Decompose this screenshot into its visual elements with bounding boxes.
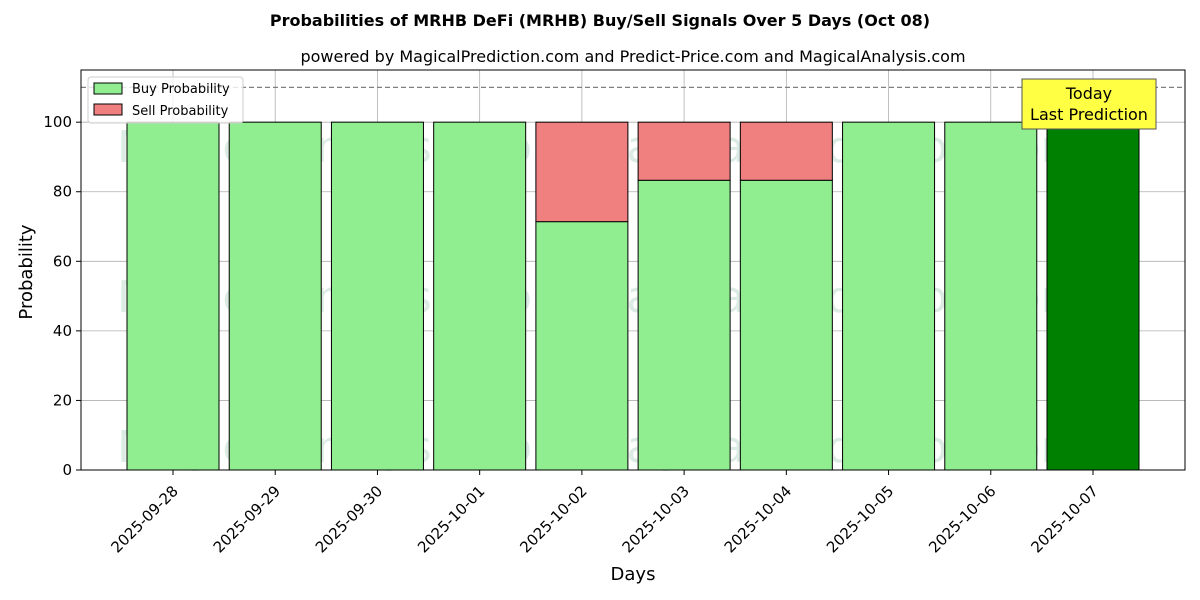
bar-sell bbox=[739, 121, 833, 181]
y-tick-label: 60 bbox=[53, 252, 72, 270]
bar-buy bbox=[842, 121, 936, 471]
x-tick-label: 2025-10-07 bbox=[1027, 482, 1101, 556]
chart-subtitle: powered by MagicalPrediction.com and Pre… bbox=[300, 47, 965, 66]
y-tick-label: 0 bbox=[62, 461, 72, 479]
x-tick-label: 2025-10-01 bbox=[414, 482, 488, 556]
bar-buy bbox=[535, 221, 629, 471]
x-tick-label: 2025-10-03 bbox=[619, 482, 693, 556]
x-tick-label: 2025-09-30 bbox=[312, 482, 386, 556]
x-tick-label: 2025-10-02 bbox=[516, 482, 590, 556]
legend-label-sell: Sell Probability bbox=[132, 104, 229, 119]
x-tick-label: 2025-10-04 bbox=[721, 482, 795, 556]
y-tick-label: 40 bbox=[53, 322, 72, 340]
bar-buy bbox=[228, 121, 322, 471]
plot-frame bbox=[80, 69, 1186, 471]
bar-buy bbox=[739, 179, 833, 471]
bar-buy bbox=[1046, 121, 1140, 471]
x-tick-label: 2025-09-28 bbox=[107, 482, 181, 556]
bar-sell bbox=[535, 121, 629, 223]
bars bbox=[126, 121, 1140, 471]
x-tick-label: 2025-10-06 bbox=[925, 482, 999, 556]
bar-buy bbox=[637, 179, 731, 471]
legend-swatch-buy bbox=[93, 82, 123, 95]
y-tick-label: 20 bbox=[53, 391, 72, 409]
bar-sell bbox=[637, 121, 731, 181]
legend-box bbox=[87, 76, 244, 124]
x-tick-label: 2025-09-29 bbox=[210, 482, 284, 556]
y-axis-label: Probability bbox=[16, 224, 37, 319]
legend-swatch-sell bbox=[93, 103, 123, 116]
today-annotation-box bbox=[1021, 78, 1157, 130]
bar-buy bbox=[330, 121, 424, 471]
bar-buy bbox=[126, 121, 220, 471]
last-prediction-label: Last Prediction bbox=[1030, 105, 1148, 124]
y-tick-label: 80 bbox=[53, 183, 72, 201]
today-annotation: Today Last Prediction bbox=[1021, 78, 1157, 130]
x-axis-label: Days bbox=[611, 564, 656, 585]
legend-label-buy: Buy Probability bbox=[132, 82, 230, 97]
legend: Buy Probability Sell Probability bbox=[87, 76, 244, 124]
bar-buy bbox=[433, 121, 527, 471]
today-label: Today bbox=[1065, 84, 1112, 103]
chart-title: Probabilities of MRHB DeFi (MRHB) Buy/Se… bbox=[270, 11, 930, 30]
y-tick-label: 100 bbox=[43, 113, 72, 131]
x-tick-label: 2025-10-05 bbox=[823, 482, 897, 556]
bar-buy bbox=[944, 121, 1038, 471]
